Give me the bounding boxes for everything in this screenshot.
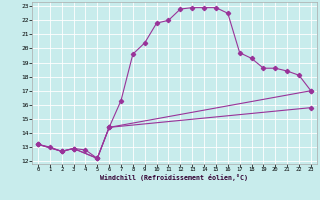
X-axis label: Windchill (Refroidissement éolien,°C): Windchill (Refroidissement éolien,°C) bbox=[100, 174, 248, 181]
